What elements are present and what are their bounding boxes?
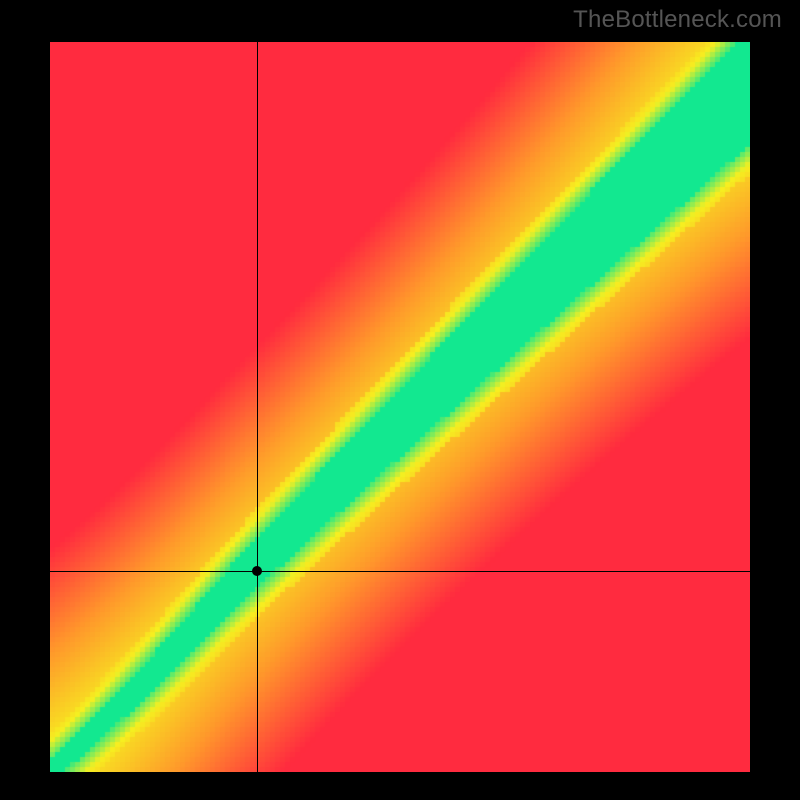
attribution-text: TheBottleneck.com — [573, 6, 782, 34]
heatmap-plot — [50, 42, 750, 772]
crosshair-horizontal — [50, 571, 750, 572]
heatmap-canvas — [50, 42, 750, 772]
crosshair-vertical — [257, 42, 258, 772]
chart-container: TheBottleneck.com — [0, 0, 800, 800]
crosshair-marker — [252, 566, 262, 576]
